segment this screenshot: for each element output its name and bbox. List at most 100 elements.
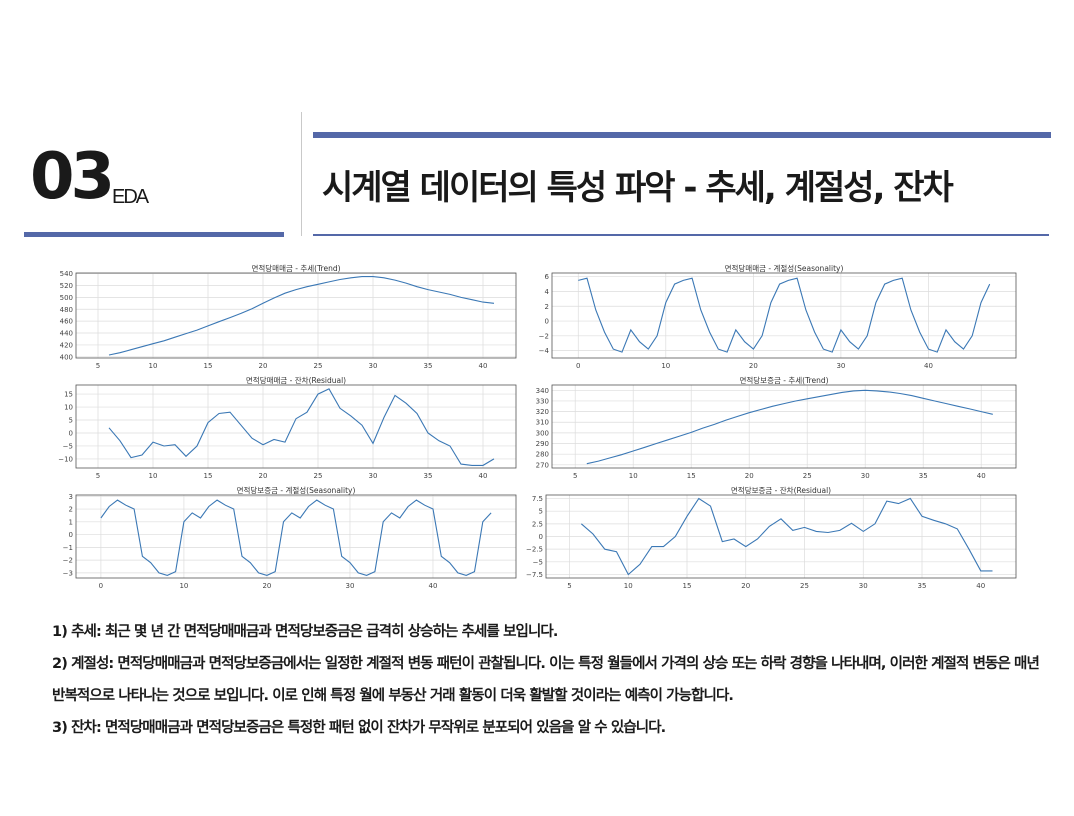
plot-frame [552, 385, 1016, 468]
x-tick-label: 35 [424, 472, 433, 480]
y-tick-label: 7.5 [532, 495, 543, 503]
x-tick-label: 40 [479, 362, 488, 370]
x-tick-label: 25 [314, 472, 323, 480]
y-tick-label: 0 [69, 429, 73, 437]
x-tick-label: 40 [429, 582, 438, 590]
y-tick-label: −2 [539, 332, 549, 340]
x-tick-label: 5 [573, 472, 577, 480]
series-line [109, 389, 494, 466]
x-tick-label: 15 [204, 472, 213, 480]
y-tick-label: 4 [545, 288, 550, 296]
y-tick-label: −1 [63, 544, 73, 552]
y-tick-label: 2.5 [532, 520, 543, 528]
x-tick-label: 20 [262, 582, 271, 590]
x-tick-label: 10 [179, 582, 188, 590]
plot-frame [76, 495, 516, 578]
chart-title: 면적당보증금 - 잔차(Residual) [731, 485, 831, 495]
x-tick-label: 15 [204, 362, 213, 370]
x-tick-label: 10 [629, 472, 638, 480]
title-bottom-rule [313, 234, 1049, 236]
series-line [101, 500, 491, 575]
series-line [578, 278, 989, 352]
x-tick-label: 10 [661, 362, 670, 370]
y-tick-label: 10 [64, 404, 73, 412]
y-tick-label: 2 [69, 506, 73, 514]
chart-title: 면적당매매금 - 추세(Trend) [251, 263, 340, 273]
x-tick-label: 5 [567, 582, 571, 590]
y-tick-label: 2 [545, 303, 549, 311]
y-tick-label: 420 [60, 341, 73, 349]
y-tick-label: −7.5 [526, 571, 543, 579]
x-tick-label: 5 [96, 362, 100, 370]
y-tick-label: 520 [60, 282, 73, 290]
x-tick-label: 20 [749, 362, 758, 370]
y-tick-label: −2 [63, 557, 73, 565]
x-tick-label: 20 [745, 472, 754, 480]
y-tick-label: 400 [60, 353, 73, 361]
x-tick-label: 10 [149, 472, 158, 480]
x-tick-label: 30 [836, 362, 845, 370]
plot-frame [552, 273, 1016, 358]
y-tick-label: 3 [69, 493, 73, 501]
x-tick-label: 15 [683, 582, 692, 590]
x-tick-label: 40 [976, 582, 985, 590]
y-tick-label: 480 [60, 306, 73, 314]
chart-title: 면적당매매금 - 계절성(Seasonality) [725, 263, 844, 273]
y-tick-label: −5 [533, 558, 543, 566]
y-tick-label: 460 [60, 318, 73, 326]
y-tick-label: 500 [60, 294, 73, 302]
chart-deposit-seasonality: 면적당보증금 - 계절성(Seasonality)0 10 20 30 40−3−2−1… [52, 485, 524, 595]
chart-sale-seasonality: 면적당매매금 - 계절성(Seasonality) 0 10 20 30 40 −4 −2 0 2… [528, 263, 1024, 375]
chart-title: 면적당보증금 - 추세(Trend) [739, 375, 828, 385]
x-tick-label: 5 [96, 472, 100, 480]
x-tick-label: 25 [314, 362, 323, 370]
y-tick-label: 320 [536, 408, 549, 416]
y-tick-label: 270 [536, 461, 549, 469]
x-tick-label: 20 [741, 582, 750, 590]
y-tick-label: 540 [60, 270, 73, 278]
x-tick-label: 0 [99, 582, 103, 590]
y-tick-label: 290 [536, 440, 549, 448]
y-tick-label: 440 [60, 330, 73, 338]
y-tick-label: −3 [63, 569, 73, 577]
note-trend: 1) 추세: 최근 몇 년 간 면적당매매금과 면적당보증금은 급격히 상승하는… [52, 616, 1052, 648]
x-tick-label: 35 [919, 472, 928, 480]
x-tick-label: 35 [918, 582, 927, 590]
x-tick-label: 30 [369, 472, 378, 480]
y-tick-label: 0 [539, 533, 543, 541]
chart-deposit-residual: 면적당보증금 - 잔차(Residual)5 10 15 20 25 30 35 40−7.5… [522, 485, 1024, 595]
y-tick-label: 5 [69, 417, 73, 425]
chart-deposit-trend: 면적당보증금 - 추세(Trend) 5 10 15 20 25 30 35 40 270 280 2… [528, 375, 1024, 485]
section-underline [24, 232, 284, 237]
chart-title: 면적당보증금 - 계절성(Seasonality) [237, 485, 356, 495]
x-tick-label: 35 [424, 362, 433, 370]
y-tick-label: 15 [64, 391, 73, 399]
section-label: EDA [112, 186, 147, 209]
y-tick-label: 6 [545, 273, 550, 281]
x-tick-label: 30 [861, 472, 870, 480]
y-tick-label: 5 [539, 508, 543, 516]
y-tick-label: 310 [536, 419, 549, 427]
chart-sale-residual: 면적당매매금 - 잔차(Residual)5 10 15 20 25 30 35 40−10−… [52, 375, 524, 485]
x-tick-label: 10 [149, 362, 158, 370]
x-tick-label: 25 [803, 472, 812, 480]
x-tick-label: 0 [576, 362, 580, 370]
x-tick-label: 30 [859, 582, 868, 590]
x-tick-label: 15 [687, 472, 696, 480]
y-tick-label: 340 [536, 387, 549, 395]
y-tick-label: −5 [63, 442, 73, 450]
chart-sale-trend: 면적당매매금 - 추세(Trend) 5 10 15 20 25 30 35 40 400 420 4… [52, 263, 524, 375]
chart-title: 면적당매매금 - 잔차(Residual) [246, 375, 346, 385]
x-tick-label: 40 [924, 362, 933, 370]
x-tick-label: 40 [479, 472, 488, 480]
note-residual: 3) 잔차: 면적당매매금과 면적당보증금은 특정한 패턴 없이 잔차가 무작위… [52, 712, 1052, 744]
page-title: 시계열 데이터의 특성 파악 - 추세, 계절성, 잔차 [322, 160, 952, 209]
y-tick-label: 0 [545, 318, 549, 326]
x-tick-label: 30 [369, 362, 378, 370]
notes: 1) 추세: 최근 몇 년 간 면적당매매금과 면적당보증금은 급격히 상승하는… [52, 616, 1052, 744]
note-seasonality: 2) 계절성: 면적당매매금과 면적당보증금에서는 일정한 계절적 변동 패턴이… [52, 648, 1052, 712]
x-tick-label: 20 [259, 472, 268, 480]
x-tick-label: 20 [259, 362, 268, 370]
header-divider [301, 112, 302, 236]
series-line [109, 277, 494, 355]
